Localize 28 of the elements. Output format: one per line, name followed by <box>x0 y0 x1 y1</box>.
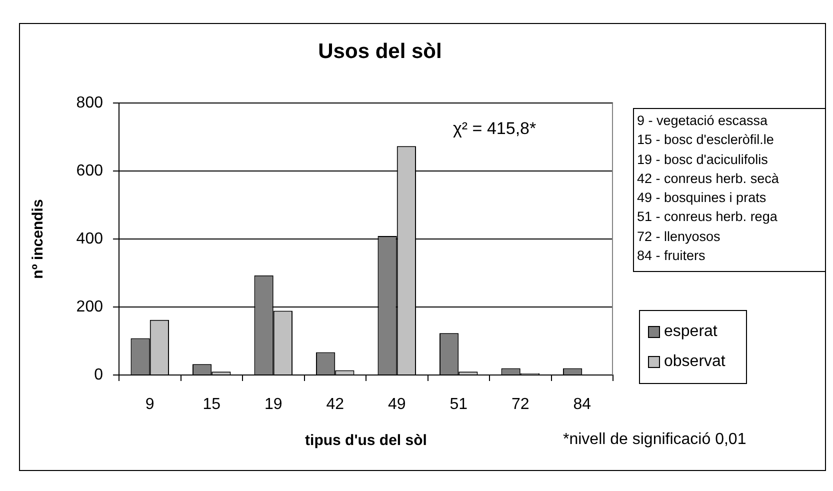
text: 19 - bosc d'aciculifolis <box>637 150 769 169</box>
text: 72 - llenyosos <box>637 228 722 246</box>
text: 49 - bosquines i prats <box>637 189 768 208</box>
text: *nivell de significació 0,01 <box>563 431 746 449</box>
x-tick-label: 84 <box>573 396 592 414</box>
x-tick-label: 15 <box>202 396 221 414</box>
y-tick-label: 800 <box>76 94 104 112</box>
text: 84 - fruiters <box>637 247 706 266</box>
x-tick-label: 9 <box>145 396 154 414</box>
y-axis-title: nº incendis <box>30 199 46 279</box>
y-tick-label: 600 <box>76 162 104 180</box>
annotation: χ² = 415,8* <box>453 119 536 139</box>
x-axis-title: tipus d'us del sòl <box>304 432 428 449</box>
chart-title: Usos del sòl <box>317 40 443 64</box>
y-tick-label: 400 <box>76 230 104 248</box>
text: 42 - conreus herb. secà <box>637 170 780 188</box>
legend-label: esperat <box>664 322 718 342</box>
y-tick-label: 0 <box>94 366 104 384</box>
x-tick-label: 19 <box>264 396 282 414</box>
x-tick-label: 49 <box>388 396 406 414</box>
text: 9 - vegetació escassa <box>637 112 769 130</box>
x-tick-label: 51 <box>450 396 468 414</box>
y-tick-label: 200 <box>76 298 104 316</box>
text: 15 - bosc d'escleròfil.le <box>637 131 775 150</box>
x-tick-label: 72 <box>511 396 530 414</box>
x-tick-label: 42 <box>326 396 344 414</box>
legend-label: observat <box>664 352 726 372</box>
text: 51 - conreus herb. rega <box>637 208 778 226</box>
